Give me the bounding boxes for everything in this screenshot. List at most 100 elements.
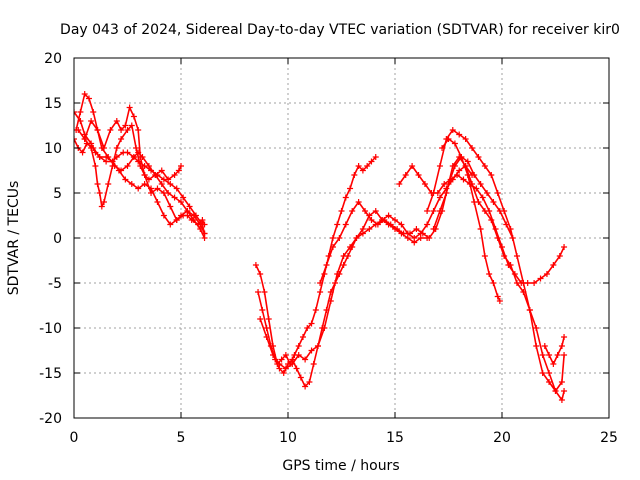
series-s10: [396, 163, 568, 286]
y-axis-label: SDTVAR / TECUs: [6, 181, 22, 296]
data-point: [464, 158, 471, 165]
data-point: [263, 325, 270, 331]
data-point: [533, 325, 540, 331]
data-point: [293, 365, 300, 372]
series-line: [74, 138, 206, 226]
data-point: [167, 203, 174, 210]
data-point: [302, 383, 309, 390]
data-point: [520, 289, 527, 295]
data-point: [107, 127, 114, 133]
data-point: [381, 217, 388, 223]
series-s5: [74, 136, 208, 228]
data-point: [449, 127, 456, 133]
data-point: [128, 122, 135, 129]
data-point: [449, 163, 456, 169]
data-point: [392, 217, 398, 223]
data-point: [554, 352, 561, 358]
data-point: [372, 208, 379, 214]
data-point: [255, 289, 262, 295]
x-axis-label: GPS time / hours: [282, 458, 399, 474]
data-point: [327, 298, 334, 304]
series-s14: [541, 334, 568, 367]
data-point: [347, 185, 354, 192]
x-tick-label: 15: [386, 430, 404, 446]
data-point: [165, 176, 172, 183]
data-point: [195, 221, 202, 228]
y-tick-label: 0: [53, 231, 62, 247]
data-point: [494, 293, 501, 300]
data-point: [105, 181, 112, 187]
data-point: [317, 280, 324, 286]
data-point: [178, 163, 184, 169]
data-point: [334, 271, 341, 277]
data-point: [396, 181, 403, 187]
data-point: [171, 194, 178, 201]
data-point: [109, 158, 116, 165]
data-point: [152, 172, 159, 178]
data-point: [368, 158, 375, 165]
data-point: [308, 320, 315, 327]
data-point: [436, 208, 443, 214]
data-point: [276, 361, 283, 367]
y-tick-label: -20: [39, 411, 62, 427]
data-point: [257, 316, 264, 322]
data-point: [317, 289, 324, 295]
data-point: [113, 118, 120, 124]
data-point: [347, 244, 354, 250]
data-point: [186, 203, 193, 210]
data-point: [353, 235, 360, 241]
data-point: [135, 127, 142, 133]
data-point: [199, 217, 206, 223]
data-point: [342, 221, 349, 228]
data-point: [454, 172, 461, 178]
data-point: [338, 208, 345, 214]
data-point: [520, 280, 527, 286]
data-point: [103, 154, 110, 160]
data-point: [188, 217, 195, 223]
data-point: [469, 145, 476, 151]
data-point: [173, 185, 180, 192]
x-tick-label: 25: [600, 430, 618, 446]
data-point: [295, 343, 302, 349]
data-point: [171, 172, 178, 178]
data-point: [263, 334, 270, 340]
data-point: [74, 109, 77, 115]
data-point: [124, 163, 131, 169]
data-point: [323, 262, 330, 268]
data-point: [477, 181, 484, 187]
data-point: [340, 262, 347, 268]
data-point: [494, 190, 501, 196]
series-line: [75, 93, 206, 239]
data-point: [201, 230, 208, 237]
series-line: [319, 156, 514, 284]
data-point: [282, 352, 289, 358]
data-point: [526, 307, 533, 313]
data-point: [558, 343, 565, 349]
data-point: [445, 136, 452, 142]
data-point: [539, 370, 546, 376]
data-point: [513, 280, 520, 286]
data-point: [167, 181, 174, 187]
data-point: [385, 212, 392, 219]
data-point: [340, 253, 347, 259]
series-line: [543, 336, 565, 365]
data-point: [355, 163, 362, 169]
data-point: [115, 167, 122, 174]
data-point: [355, 199, 362, 205]
data-point: [135, 185, 142, 192]
data-point: [368, 217, 375, 223]
data-point: [537, 275, 544, 282]
data-point: [415, 172, 422, 178]
data-point: [77, 109, 84, 115]
data-point: [334, 221, 341, 228]
data-point: [541, 343, 548, 349]
data-point: [160, 190, 167, 196]
data-point: [359, 167, 366, 174]
data-point: [145, 163, 152, 169]
data-point: [124, 127, 131, 133]
data-point: [124, 149, 131, 156]
data-point: [458, 154, 465, 160]
series-line: [441, 138, 501, 302]
series-s8: [257, 163, 476, 372]
data-point: [513, 253, 520, 259]
